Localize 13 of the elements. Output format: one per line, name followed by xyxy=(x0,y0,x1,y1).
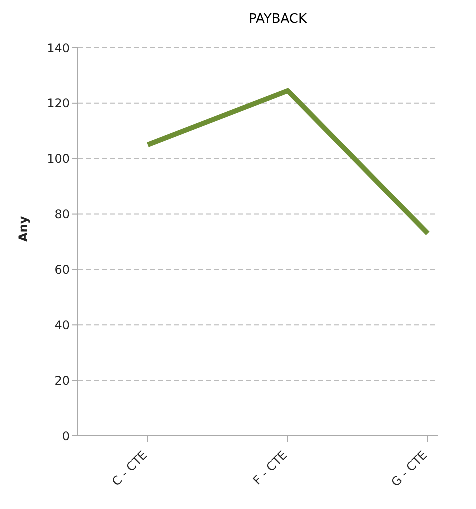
y-tick-label: 100 xyxy=(47,152,70,166)
y-tick-label: 0 xyxy=(62,429,70,444)
y-tick-label: 60 xyxy=(54,262,70,277)
x-tick-label: F - CTE xyxy=(250,448,290,488)
x-tick-label: G - CTE xyxy=(388,448,430,490)
y-tick-label: 80 xyxy=(54,208,70,222)
chart-title: PAYBACK xyxy=(248,11,308,29)
y-tick-label: 20 xyxy=(54,374,70,388)
y-tick-label: 40 xyxy=(54,318,70,332)
x-tick-label: C - CTE xyxy=(109,448,150,489)
y-tick-label: 140 xyxy=(47,41,70,56)
y-axis-title: Any xyxy=(16,216,30,242)
y-tick-label: 120 xyxy=(47,96,70,111)
